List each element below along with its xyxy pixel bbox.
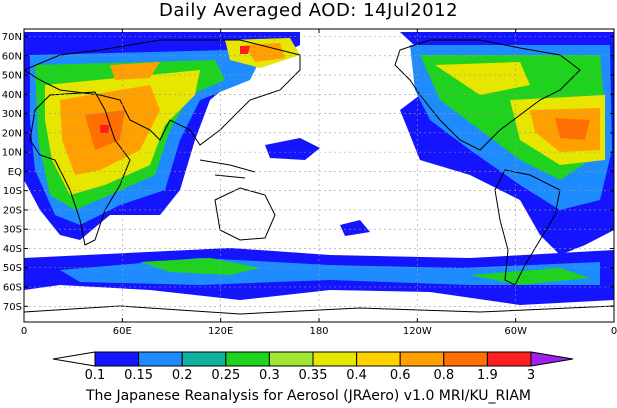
lat-tick-label: 20N xyxy=(2,128,22,139)
colorbar-label: 3 xyxy=(527,368,535,383)
aod-field-peak xyxy=(100,46,250,133)
colorbar-label: 0.35 xyxy=(299,368,328,383)
coastline-indonesia xyxy=(199,159,256,179)
colorbar-label: 0.2 xyxy=(172,368,193,383)
coastline-eurasia xyxy=(24,39,301,146)
colorbar-label: 0.4 xyxy=(346,368,367,383)
colorbar-box xyxy=(94,351,140,367)
colorbar-label: 0.1 xyxy=(85,368,106,383)
colorbar-box xyxy=(181,351,227,367)
lon-tick-label: 120W xyxy=(403,326,432,337)
map-title: Daily Averaged AOD: 14Jul2012 xyxy=(158,0,459,21)
colorbar xyxy=(52,351,574,367)
lat-tick-label: 70S xyxy=(3,302,22,313)
coastline-south-america xyxy=(494,169,561,286)
colorbar-high-triangle xyxy=(530,351,574,367)
colorbar-label: 0.3 xyxy=(259,368,280,383)
coastline-north-america xyxy=(394,39,581,151)
colorbar-box xyxy=(312,351,358,367)
gridlines xyxy=(24,29,614,322)
lat-tick-label: 60S xyxy=(3,283,22,294)
colorbar-label: 0.6 xyxy=(390,368,411,383)
colorbar-label: 1.9 xyxy=(477,368,498,383)
lat-tick-label: EQ xyxy=(8,167,22,178)
lat-tick-label: 50S xyxy=(3,263,22,274)
colorbar-box xyxy=(443,351,488,367)
colorbar-box xyxy=(268,351,314,367)
colorbar-label: 0.15 xyxy=(124,368,153,383)
lat-tick-label: 40N xyxy=(2,90,22,101)
lat-tick-label: 10N xyxy=(2,148,22,159)
colorbar-box xyxy=(486,351,532,367)
lat-tick-label: 40S xyxy=(3,244,22,255)
lat-tick-label: 30N xyxy=(2,109,22,120)
coastline-australia xyxy=(214,187,276,241)
colorbar-box xyxy=(225,351,270,367)
lon-tick-label: 0 xyxy=(21,326,27,337)
latitude-axis: 70N 60N 50N 40N 30N 20N 10N EQ 10S 20S 30S 40S 50S 60… xyxy=(2,32,614,313)
footer-credit: The Japanese Reanalysis for Aerosol (JRA… xyxy=(85,388,532,404)
lat-tick-label: 30S xyxy=(3,225,22,236)
longitude-axis: 0 60E 120E 180 120W 60W 0 xyxy=(21,29,617,337)
lat-tick-label: 70N xyxy=(2,32,22,43)
lon-tick-label: 180 xyxy=(309,326,328,337)
lon-tick-label: 120E xyxy=(208,326,233,337)
lat-tick-label: 20S xyxy=(3,205,22,216)
colorbar-box xyxy=(356,351,401,367)
colorbar-box xyxy=(138,351,183,367)
coastline-africa xyxy=(29,91,131,246)
lat-tick-label: 60N xyxy=(2,51,22,62)
colorbar-label: 0.8 xyxy=(433,368,454,383)
colorbar-label: 0.25 xyxy=(211,368,240,383)
colorbar-low-triangle xyxy=(52,351,96,367)
coastlines xyxy=(24,39,614,315)
lon-tick-label: 60W xyxy=(504,326,527,337)
map-area xyxy=(24,29,614,322)
coastline-antarctica xyxy=(24,305,614,315)
lat-tick-label: 10S xyxy=(3,186,22,197)
lon-tick-label: 0 xyxy=(611,326,617,337)
lon-tick-label: 60E xyxy=(113,326,132,337)
colorbar-box xyxy=(399,351,445,367)
lat-tick-label: 50N xyxy=(2,71,22,82)
colorbar-labels: 0.1 0.15 0.2 0.25 0.3 0.35 0.4 0.6 0.8 1.9 3 xyxy=(85,368,535,383)
